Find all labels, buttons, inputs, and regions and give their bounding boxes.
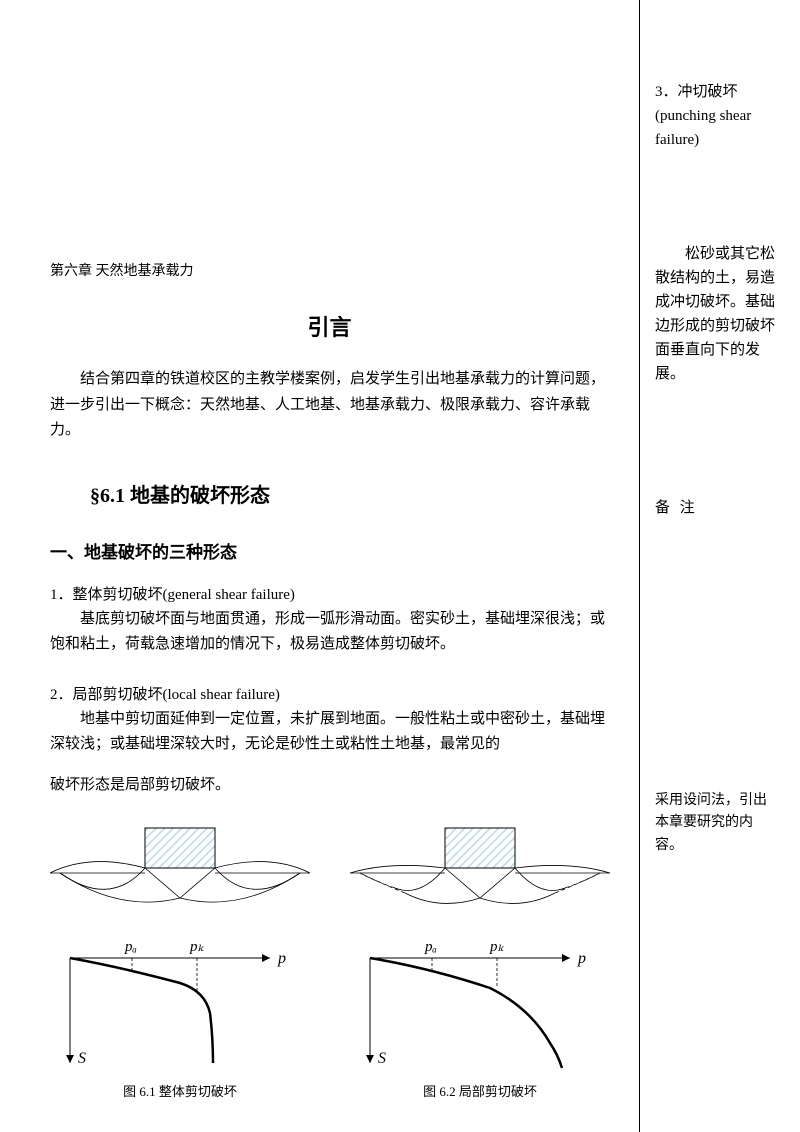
- figure-2-caption: 图 6.2 局部剪切破坏: [350, 1081, 610, 1100]
- svg-text:pₐ: pₐ: [424, 939, 437, 955]
- figures-row: p S pₐ pₖ 图 6.1 整体剪: [50, 823, 609, 1100]
- subsection-heading: 一、地基破坏的三种形态: [50, 538, 609, 563]
- svg-text:pₖ: pₖ: [189, 939, 205, 955]
- page-title: 引言: [50, 310, 609, 342]
- svg-text:p: p: [577, 950, 586, 967]
- item1-body: 基底剪切破坏面与地面贯通，形成一弧形滑动面。密实砂土，基础埋深很浅；或饱和粘土，…: [50, 607, 609, 658]
- svg-text:pₖ: pₖ: [489, 939, 505, 955]
- svg-text:S: S: [378, 1050, 386, 1067]
- figure-2-svg: p S pₐ pₖ: [350, 823, 610, 1073]
- side-notes-heading: 备 注: [655, 496, 780, 520]
- item2-body-cont: 破坏形态是局部剪切破坏。: [50, 773, 609, 799]
- item1-heading: 1．整体剪切破坏(general shear failure): [50, 583, 609, 607]
- figure-2: p S pₐ pₖ 图 6.2 局部剪切破坏: [350, 823, 610, 1100]
- svg-text:S: S: [78, 1050, 86, 1067]
- chapter-label: 第六章 天然地基承载力: [50, 260, 609, 280]
- section-heading: §6.1 地基的破坏形态: [90, 479, 609, 508]
- figure-1-caption: 图 6.1 整体剪切破坏: [50, 1081, 310, 1100]
- svg-text:p: p: [277, 950, 286, 967]
- intro-paragraph: 结合第四章的铁道校区的主教学楼案例，启发学生引出地基承载力的计算问题，进一步引出…: [50, 367, 609, 444]
- item2-body: 地基中剪切面延伸到一定位置，未扩展到地面。一般性粘土或中密砂土，基础埋深较浅；或…: [50, 707, 609, 758]
- side-item3-body: 松砂或其它松散结构的土，易造成冲切破坏。基础边形成的剪切破坏面垂直向下的发展。: [655, 242, 780, 386]
- svg-text:pₐ: pₐ: [124, 939, 137, 955]
- side-note: 采用设问法，引出本章要研究的内容。: [655, 790, 780, 857]
- side-item3: 3．冲切破坏(punching shear failure) 松砂或其它松散结构…: [655, 80, 780, 386]
- figure-1: p S pₐ pₖ 图 6.1 整体剪: [50, 823, 310, 1100]
- item2-heading: 2．局部剪切破坏(local shear failure): [50, 683, 609, 707]
- side-item3-heading: 3．冲切破坏(punching shear failure): [655, 80, 780, 152]
- figure-1-svg: p S pₐ pₖ: [50, 823, 310, 1073]
